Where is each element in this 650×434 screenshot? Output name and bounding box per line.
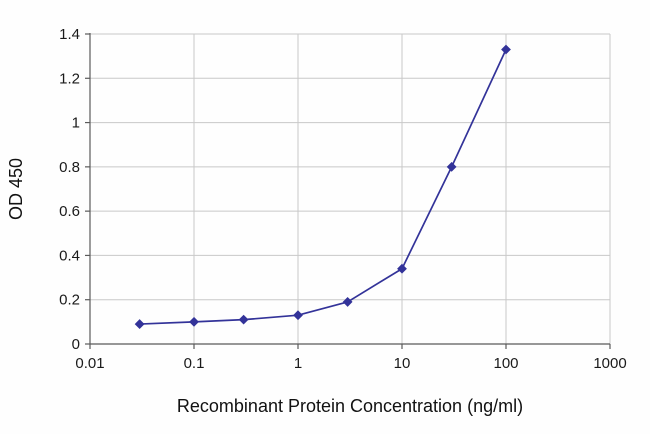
y-tick-label: 0.4 [59, 247, 80, 264]
data-point-marker [293, 310, 303, 321]
data-point-marker [446, 161, 457, 172]
data-point-marker [397, 263, 407, 274]
x-axis-title: Recombinant Protein Concentration (ng/ml… [177, 396, 523, 416]
plot-area: 0.01 0.1 1 10 100 1000 0 0.2 0.4 0.6 0.8 1 1.2 1.4 [59, 26, 627, 372]
x-tick-label: 1000 [593, 355, 626, 372]
y-tick-label: 0.2 [59, 292, 80, 309]
y-tick-label: 0.6 [59, 203, 80, 220]
series-line [139, 49, 507, 325]
y-tick-label: 1 [72, 115, 80, 132]
y-tick-label: 0.8 [59, 159, 80, 176]
data-point-marker [501, 44, 511, 55]
data-point-marker [134, 319, 145, 329]
x-tick-label: 10 [394, 355, 411, 372]
x-tick-label: 100 [493, 355, 518, 372]
x-tick-label: 0.01 [75, 355, 104, 372]
y-axis-title: OD 450 [6, 158, 26, 220]
y-tick-label: 1.2 [59, 70, 80, 87]
data-point-marker [238, 314, 249, 325]
data-point-marker [189, 316, 199, 327]
y-tick-label: 0 [72, 336, 80, 353]
data-point-marker [342, 297, 353, 307]
x-tick-label: 0.1 [184, 355, 205, 372]
x-tick-label: 1 [294, 355, 302, 372]
y-tick-label: 1.4 [59, 26, 80, 43]
